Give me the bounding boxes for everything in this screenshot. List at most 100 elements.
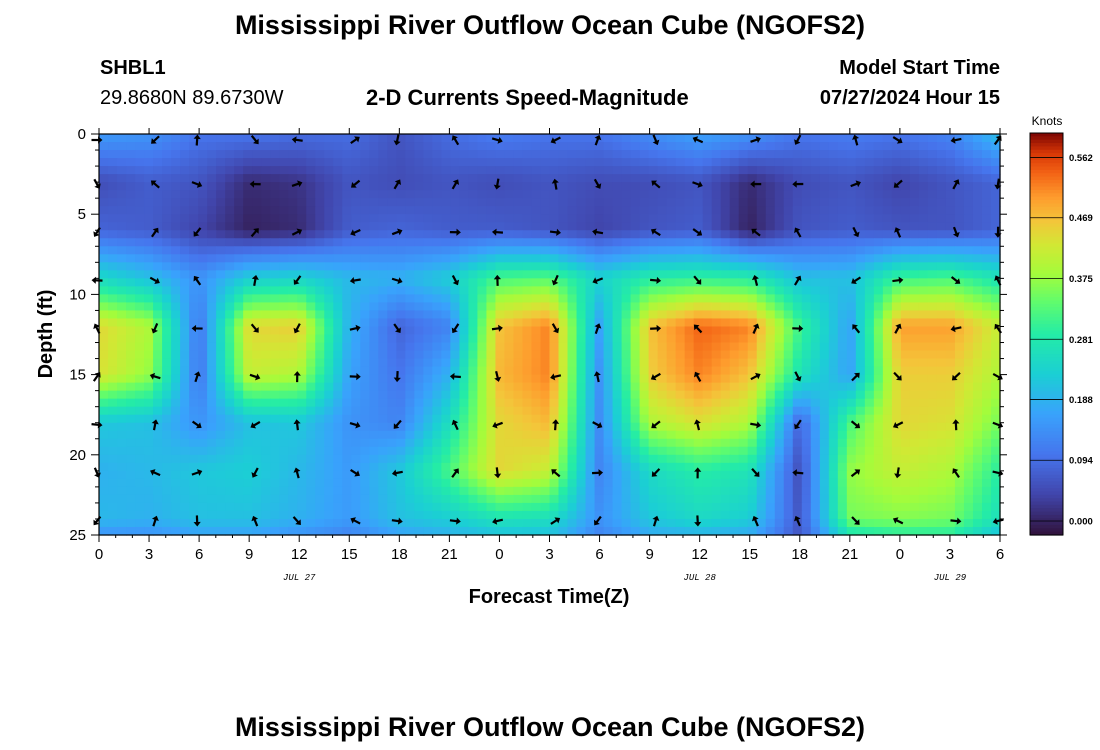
heatmap-cell [576,342,587,352]
heatmap-cell [603,334,614,344]
heatmap-cell [342,430,352,440]
heatmap-cell [279,262,289,271]
heatmap-cell [153,230,163,239]
heatmap-cell [126,398,136,408]
heatmap-cell [603,190,614,199]
heatmap-cell [891,462,902,472]
heatmap-cell [882,182,893,191]
heatmap-cell [270,158,280,167]
heatmap-cell [702,342,713,352]
heatmap-cell [396,246,406,255]
heatmap-cell [117,398,127,408]
heatmap-cell [558,470,569,480]
heatmap-cell [675,414,686,424]
heatmap-cell [504,286,515,295]
heatmap-cell [189,342,199,352]
heatmap-cell [873,454,884,464]
heatmap-cell [243,486,253,496]
heatmap-cell [864,158,875,167]
heatmap-cell [873,302,884,312]
heatmap-cell [945,142,956,151]
heatmap-cell [279,318,289,328]
heatmap-cell [306,486,316,496]
heatmap-cell [567,446,578,456]
heatmap-cell [630,246,641,255]
heatmap-cell [630,150,641,159]
heatmap-cell [855,158,866,167]
heatmap-cell [243,406,253,416]
heatmap-cell [882,390,893,400]
heatmap-cell [747,166,758,175]
heatmap-cell [909,470,920,480]
heatmap-cell [603,382,614,392]
heatmap-cell [594,230,605,239]
heatmap-cell [270,510,280,520]
heatmap-cell [495,190,506,199]
heatmap-cell [162,270,172,279]
heatmap-cell [261,166,271,175]
heatmap-cell [99,406,109,416]
heatmap-cell [468,350,479,360]
heatmap-cell [270,494,280,504]
heatmap-cell [549,302,560,312]
heatmap-cell [954,430,965,440]
heatmap-cell [756,470,767,480]
heatmap-cell [909,478,920,488]
heatmap-cell [279,310,289,320]
heatmap-cell [747,230,758,239]
heatmap-cell [981,438,992,448]
heatmap-cell [864,286,875,295]
heatmap-cell [162,158,172,167]
heatmap-cell [675,318,686,328]
heatmap-cell [810,454,821,464]
heatmap-cell [990,502,1001,512]
heatmap-cell [981,174,992,183]
heatmap-cell [378,206,388,215]
heatmap-cell [972,382,983,392]
heatmap-cell [288,150,298,159]
heatmap-cell [558,150,569,159]
heatmap-cell [927,406,938,416]
heatmap-cell [711,246,722,255]
heatmap-cell [279,214,289,223]
heatmap-cell [891,190,902,199]
heatmap-cell [324,214,334,223]
heatmap-cell [657,502,668,512]
heatmap-cell [666,374,677,384]
heatmap-cell [891,270,902,279]
heatmap-cell [828,318,839,328]
heatmap-cell [396,390,406,400]
heatmap-cell [774,430,785,440]
heatmap-cell [504,174,515,183]
heatmap-cell [261,398,271,408]
heatmap-cell [864,350,875,360]
heatmap-cell [639,246,650,255]
heatmap-cell [810,286,821,295]
heatmap-cell [603,390,614,400]
heatmap-cell [342,214,352,223]
heatmap-cell [198,246,208,255]
heatmap-cell [171,254,181,263]
heatmap-cell [468,526,479,536]
heatmap-cell [792,454,803,464]
heatmap-cell [567,462,578,472]
heatmap-cell [801,526,812,536]
heatmap-cell [792,222,803,231]
heatmap-cell [117,518,127,528]
heatmap-cell [531,494,542,504]
heatmap-cell [621,174,632,183]
heatmap-cell [504,318,515,328]
heatmap-cell [324,278,334,287]
heatmap-cell [630,518,641,528]
heatmap-cell [972,270,983,279]
heatmap-cell [306,158,316,167]
heatmap-cell [603,446,614,456]
heatmap-cell [864,310,875,320]
heatmap-cell [936,446,947,456]
heatmap-cell [342,470,352,480]
heatmap-cell [630,446,641,456]
heatmap-cell [702,206,713,215]
heatmap-cell [594,246,605,255]
heatmap-cell [981,518,992,528]
heatmap-cell [531,238,542,247]
